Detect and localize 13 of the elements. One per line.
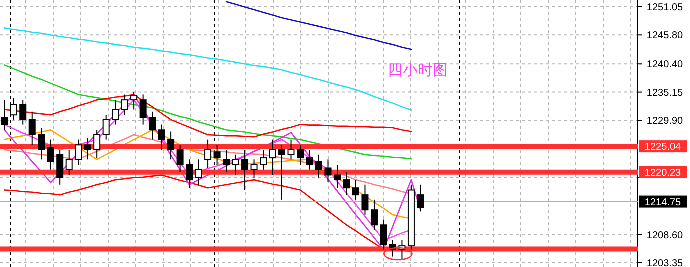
line-series — [4, 94, 412, 138]
y-tick-label: 1203.35 — [646, 258, 684, 267]
y-tick-label: 1229.90 — [646, 116, 684, 127]
y-tick-label: 1245.80 — [646, 30, 684, 42]
ref-line-label: 1214.75 — [644, 197, 682, 208]
line-series — [226, 1, 412, 50]
ref-line-label: 1225.04 — [644, 142, 682, 154]
y-tick-label: 1251.05 — [646, 2, 684, 14]
text: 四小时图 — [388, 62, 448, 79]
y-tick-label: 1208.60 — [646, 230, 684, 242]
y-tick-label: 1240.40 — [646, 60, 684, 71]
y-tick-label: 1235.15 — [646, 88, 684, 99]
ref-line-label: 1220.23 — [644, 168, 682, 179]
